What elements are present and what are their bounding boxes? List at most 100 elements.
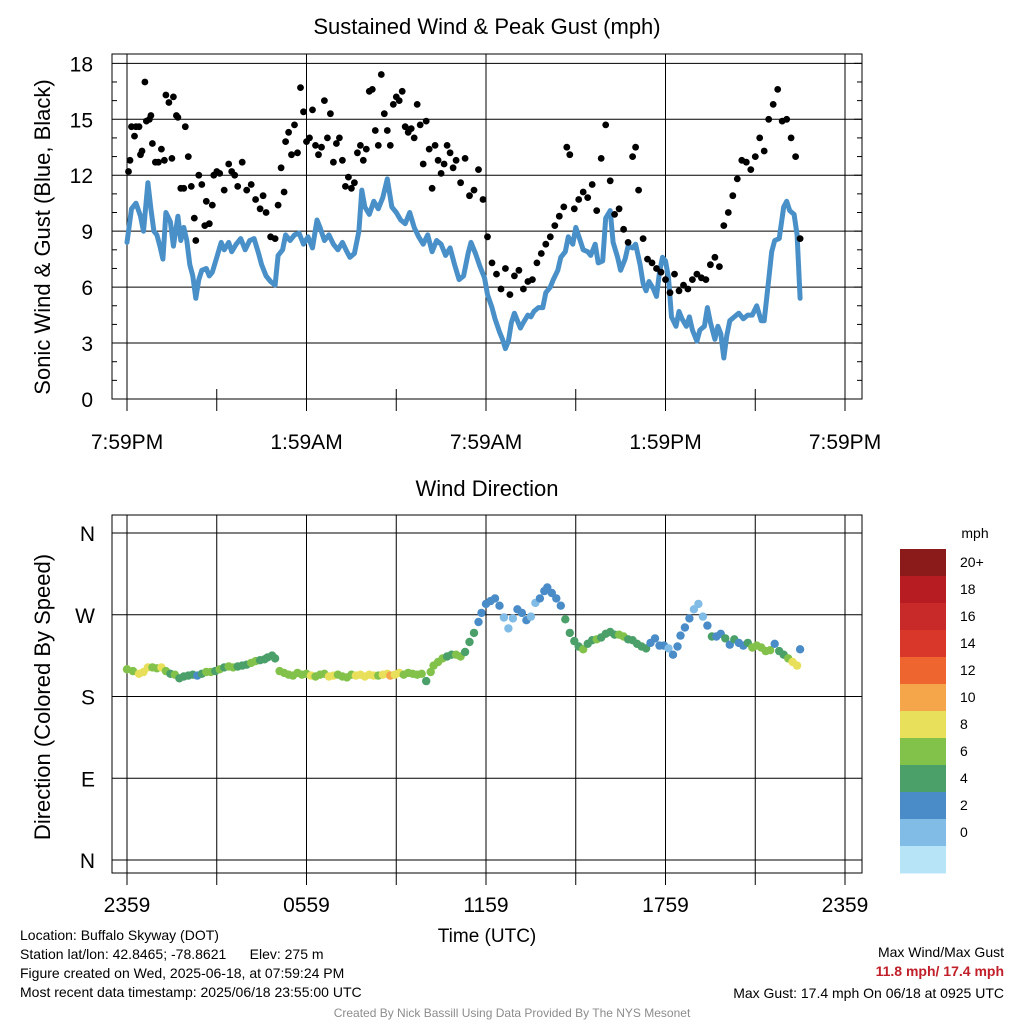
- bottom-chart-ylabel: Direction (Colored By Speed): [30, 554, 55, 840]
- bottom-xtick-label: 1159: [463, 894, 508, 917]
- colorbar-segment: [900, 792, 946, 820]
- gust-point: [126, 156, 134, 164]
- gust-point: [306, 134, 313, 142]
- colorbar-label: 10: [960, 689, 976, 705]
- gust-point: [380, 110, 388, 118]
- direction-point: [490, 594, 500, 603]
- gust-point: [760, 147, 768, 155]
- gust-point: [170, 93, 177, 101]
- gust-point: [231, 171, 239, 179]
- max-gust-note: Max Gust: 17.4 mph On 06/18 at 0925 UTC: [733, 985, 1004, 1001]
- bottom-ytick-label: N: [80, 523, 95, 546]
- gust-point: [579, 188, 587, 196]
- gust-point: [135, 123, 143, 131]
- direction-point: [517, 608, 527, 618]
- direction-point: [561, 615, 570, 624]
- gust-point: [422, 117, 430, 125]
- gust-point: [497, 285, 505, 293]
- gust-point: [205, 220, 213, 228]
- gust-point: [431, 142, 439, 149]
- gust-point: [484, 233, 491, 241]
- direction-point: [469, 628, 479, 638]
- gust-point: [570, 205, 578, 213]
- gust-point: [383, 127, 391, 134]
- footer-elev: Elev: 275 m: [249, 946, 324, 962]
- gust-point: [729, 192, 737, 200]
- gust-point: [357, 142, 364, 149]
- max-values: 11.8 mph/ 17.4 mph: [875, 963, 1004, 979]
- direction-point: [664, 644, 673, 653]
- direction-point: [504, 624, 513, 633]
- gust-point: [606, 177, 614, 185]
- gust-point: [588, 181, 596, 188]
- direction-point: [721, 634, 730, 643]
- gust-point: [466, 192, 473, 200]
- gust-point: [563, 143, 571, 151]
- gust-point: [666, 289, 674, 297]
- gust-point: [434, 156, 442, 164]
- max-title: Max Wind/Max Gust: [877, 944, 1004, 960]
- gust-point: [354, 149, 361, 157]
- bottom-xtick-label: 2359: [104, 894, 151, 917]
- direction-point: [477, 608, 486, 618]
- gust-point: [165, 99, 173, 106]
- direction-point: [460, 647, 470, 657]
- gust-point: [280, 188, 288, 196]
- gust-point: [602, 121, 610, 129]
- gust-point: [796, 235, 804, 243]
- gust-point: [294, 149, 301, 157]
- direction-point: [552, 594, 561, 603]
- gust-point: [419, 160, 427, 168]
- gust-point: [413, 101, 421, 108]
- gust-point: [693, 270, 701, 278]
- gust-point: [291, 121, 298, 129]
- gust-point: [488, 259, 496, 267]
- direction-point: [795, 645, 805, 654]
- gust-point: [529, 276, 536, 283]
- gust-point: [720, 222, 728, 230]
- direction-point: [526, 612, 536, 621]
- bottom-xtick-label: 0559: [283, 894, 330, 917]
- gust-point: [542, 240, 550, 248]
- gust-point: [644, 255, 651, 263]
- gust-point: [774, 86, 782, 93]
- gust-point: [389, 101, 397, 108]
- top-chart-title: Sustained Wind & Peak Gust (mph): [313, 14, 660, 39]
- bottom-ytick-label: S: [81, 687, 95, 710]
- gust-point: [168, 155, 176, 162]
- bottom-ytick-label: N: [80, 850, 95, 873]
- gust-point: [684, 285, 692, 293]
- footer-latlon: Station lat/lon: 42.8465; -78.8621: [20, 946, 227, 962]
- top-ytick-label: 15: [70, 109, 93, 132]
- bottom-ticks: N E S W N 2359 0559 1159 1759 2359: [75, 523, 868, 917]
- gust-point: [675, 287, 683, 295]
- gust-point: [575, 196, 583, 203]
- gust-point: [371, 127, 379, 134]
- gust-point: [190, 214, 198, 222]
- top-xtick-label: 7:59AM: [450, 431, 522, 454]
- gust-point: [671, 270, 678, 278]
- bottom-ytick-label: W: [75, 605, 95, 628]
- gust-point: [635, 186, 642, 194]
- gust-point: [300, 108, 307, 116]
- gust-point: [181, 123, 189, 131]
- gust-point: [359, 156, 367, 164]
- direction-point: [685, 614, 694, 623]
- gust-point: [449, 164, 457, 172]
- top-plot-frame: [111, 53, 863, 400]
- footer-recent: Most recent data timestamp: 2025/06/18 2…: [20, 984, 362, 1000]
- colorbar-segment: [900, 603, 946, 631]
- top-ytick-label: 9: [81, 221, 93, 244]
- gust-point: [141, 78, 149, 86]
- gust-point: [277, 164, 285, 172]
- gust-point: [321, 97, 328, 104]
- colorbar-label: 8: [960, 716, 968, 732]
- gust-point: [769, 101, 777, 108]
- gust-point: [680, 281, 687, 289]
- gust-point: [377, 71, 385, 78]
- direction-point: [673, 642, 682, 651]
- gust-point: [566, 151, 574, 159]
- gust-point: [765, 115, 773, 123]
- gust-point: [428, 184, 436, 192]
